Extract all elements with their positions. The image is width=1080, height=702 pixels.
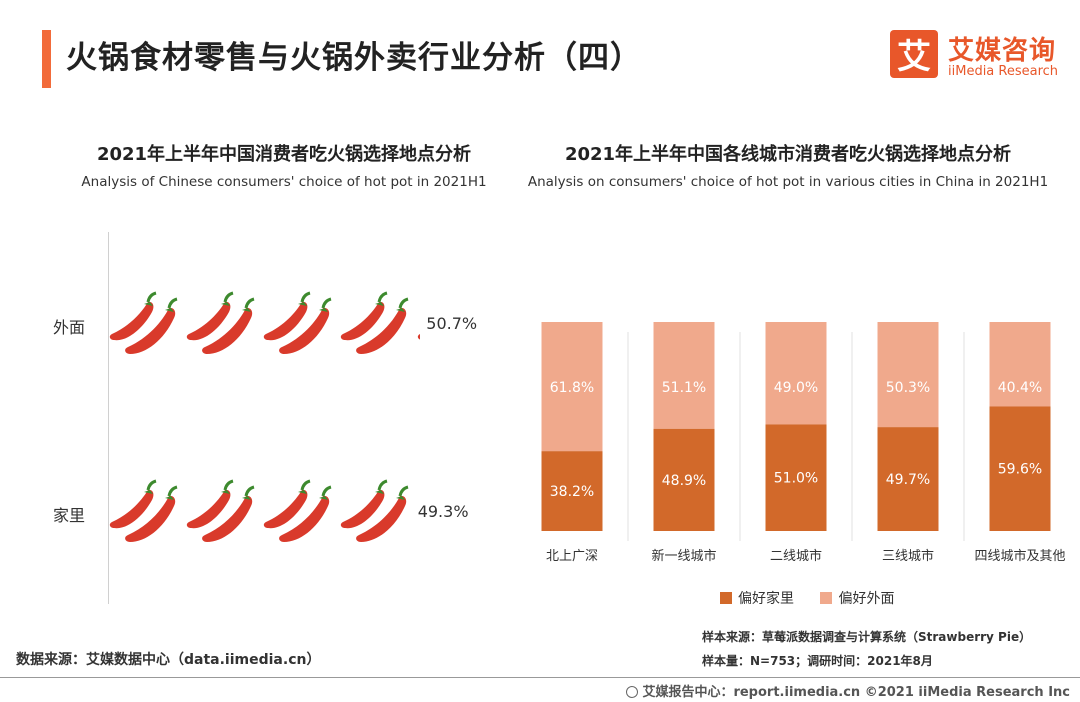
value-label: 50.7% xyxy=(426,314,478,333)
bar-segment-home xyxy=(877,427,939,531)
legend-label-outside: 偏好外面 xyxy=(838,591,895,607)
bar-segment-outside xyxy=(765,322,827,425)
footer-divider xyxy=(0,677,1080,678)
data-source-left: 数据来源：艾媒数据中心（data.iimedia.cn） xyxy=(16,652,321,668)
bar-segment-home xyxy=(653,428,715,531)
data-label-home: 38.2% xyxy=(550,484,594,500)
category-tick-label: 北上广深 xyxy=(546,549,598,564)
bar-segment-home xyxy=(989,406,1051,531)
value-label: 49.3% xyxy=(417,502,469,521)
bar-segment-outside xyxy=(877,322,939,428)
category-label: 外面 xyxy=(53,318,86,337)
logo-icon: 艾 xyxy=(890,30,938,78)
chili-pepper-icon xyxy=(109,291,178,354)
category-tick-label: 二线城市 xyxy=(770,548,822,564)
chili-pepper-icon xyxy=(263,291,332,354)
chili-pepper-icon xyxy=(186,291,255,354)
data-label-home: 48.9% xyxy=(662,473,706,489)
data-label-outside: 40.4% xyxy=(998,380,1042,396)
right-chart-subtitle: Analysis on consumers' choice of hot pot… xyxy=(527,174,1049,190)
bar-segment-outside xyxy=(653,322,715,429)
chili-pepper-icon xyxy=(263,479,332,542)
sample-source: 样本来源：草莓派数据调查与计算系统（Strawberry Pie） xyxy=(702,630,1032,644)
data-label-home: 59.6% xyxy=(998,462,1042,478)
globe-icon xyxy=(626,686,639,698)
data-label-home: 49.7% xyxy=(886,472,930,488)
logo-cn-text: 艾媒咨询 xyxy=(948,36,1057,66)
bar-segment-home xyxy=(541,451,603,531)
legend-swatch-outside xyxy=(820,592,833,604)
category-tick-label: 新一线城市 xyxy=(651,548,716,564)
legend-item-outside: 偏好外面 xyxy=(820,591,894,607)
chili-pepper-icon xyxy=(340,479,409,542)
logo-en-text: iiMedia Research xyxy=(948,64,1059,79)
legend-swatch-home xyxy=(720,592,732,604)
right-chart-title: 2021年上半年中国各线城市消费者吃火锅选择地点分析 xyxy=(564,144,1012,165)
bar-segment-home xyxy=(765,424,827,531)
data-label-outside: 50.3% xyxy=(886,380,930,396)
category-label: 家里 xyxy=(53,506,86,525)
data-label-outside: 61.8% xyxy=(550,380,594,396)
title-accent-bar xyxy=(42,30,51,88)
left-chart-title: 2021年上半年中国消费者吃火锅选择地点分析 xyxy=(96,144,472,165)
data-label-home: 51.0% xyxy=(774,471,818,487)
left-chart-subtitle: Analysis of Chinese consumers' choice of… xyxy=(81,174,487,190)
legend-label-home: 偏好家里 xyxy=(738,591,794,607)
category-tick-label: 三线城市 xyxy=(882,548,934,564)
data-label-outside: 49.0% xyxy=(774,380,818,396)
chili-pepper-icon xyxy=(109,479,178,542)
bar-segment-outside xyxy=(541,322,603,452)
category-tick-label: 四线城市及其他 xyxy=(974,548,1065,564)
chili-pepper-icon xyxy=(186,479,255,542)
chili-pepper-icon xyxy=(417,333,421,340)
svg-text:艾: 艾 xyxy=(897,37,931,77)
chili-pepper-icon xyxy=(340,291,409,354)
footer-text: 艾媒报告中心：report.iimedia.cn ©2021 iiMedia R… xyxy=(642,685,1070,700)
right-stacked-bar-chart: 61.8% 38.2% 北上广深 51.1% 48.9% 新一线城市 49.0% 51.0% 二… xyxy=(541,322,1066,564)
legend-item-home: 偏好家里 xyxy=(720,591,798,607)
data-label-outside: 51.1% xyxy=(662,380,706,396)
bar-segment-outside xyxy=(989,322,1051,407)
sample-size: 样本量：N=753；调研时间：2021年8月 xyxy=(702,654,933,668)
page-title: 火锅食材零售与火锅外卖行业分析（四） xyxy=(66,40,642,76)
left-chart-axis xyxy=(108,232,109,604)
right-chart-legend: 偏好家里 偏好外面 xyxy=(720,588,916,608)
footer: 艾媒报告中心：report.iimedia.cn ©2021 iiMedia R… xyxy=(626,681,1070,700)
